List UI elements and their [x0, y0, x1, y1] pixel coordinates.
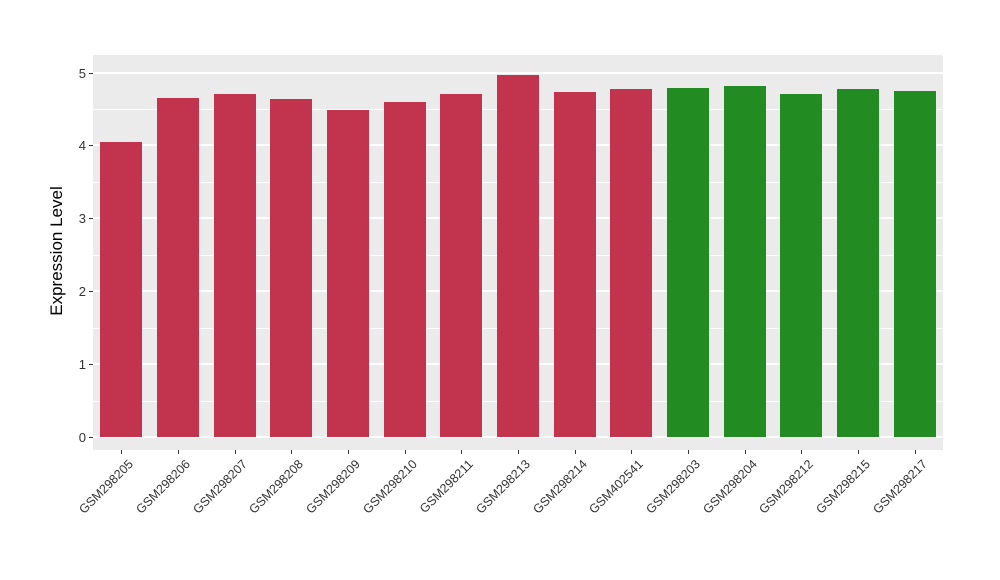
bar-GSM298205 — [100, 141, 143, 437]
x-tick-GSM298207 — [234, 450, 236, 454]
bar-slot — [546, 92, 603, 437]
y-tick-label-1: 1 — [78, 357, 86, 373]
y-tick-1 — [89, 364, 93, 366]
bar-GSM298206 — [157, 98, 199, 437]
bar-GSM298213 — [497, 74, 540, 437]
y-tick-2 — [89, 291, 93, 293]
bar-slot — [716, 86, 773, 437]
bar-GSM298203 — [667, 87, 710, 437]
bar-GSM402541 — [610, 89, 653, 437]
plot-panel — [93, 55, 943, 450]
bar-GSM298214 — [553, 92, 596, 437]
x-tick-GSM298213 — [518, 450, 519, 454]
bar-slot — [886, 91, 943, 437]
x-tick-label-GSM298205: GSM298205 — [76, 457, 137, 517]
x-tick-GSM298209 — [348, 450, 349, 454]
y-tick-label-4: 4 — [78, 138, 86, 154]
bar-slot — [773, 94, 830, 437]
bar-GSM298209 — [327, 109, 370, 437]
bar-GSM298215 — [837, 89, 880, 437]
major-gridline-0 — [93, 436, 943, 438]
x-tick-GSM298212 — [801, 450, 803, 454]
x-tick-GSM298206 — [178, 450, 179, 454]
bar-GSM298204 — [723, 86, 766, 437]
y-axis-title: Expression Level — [47, 186, 66, 316]
bar-slot — [206, 93, 263, 437]
x-tick-GSM298211 — [461, 450, 463, 454]
x-tick-GSM298203 — [688, 450, 689, 454]
y-tick-label-0: 0 — [78, 430, 86, 445]
x-tick-GSM402541 — [631, 450, 633, 454]
bar-slot — [603, 89, 660, 437]
x-tick-GSM298210 — [404, 450, 406, 454]
y-tick-label-2: 2 — [78, 284, 86, 300]
bar-slot — [150, 98, 207, 437]
bar-GSM298208 — [270, 99, 313, 437]
x-tick-GSM298217 — [914, 450, 916, 454]
bar-slot — [490, 74, 547, 437]
bar-GSM298212 — [780, 94, 823, 437]
x-tick-GSM298215 — [858, 450, 859, 454]
bars-container — [93, 74, 943, 437]
bar-GSM298211 — [440, 93, 483, 437]
bar-GSM298207 — [213, 93, 256, 437]
y-tick-0 — [89, 437, 93, 438]
x-tick-GSM298214 — [574, 450, 576, 454]
bar-slot — [376, 102, 433, 437]
y-tick-3 — [89, 218, 93, 220]
major-gridline-5 — [93, 71, 943, 74]
bar-slot — [433, 93, 490, 437]
x-tick-GSM298205 — [121, 450, 123, 454]
y-tick-4 — [89, 145, 93, 147]
bar-slot — [660, 87, 717, 437]
bar-slot — [93, 141, 150, 437]
bar-GSM298217 — [893, 91, 936, 437]
y-tick-5 — [89, 72, 93, 74]
bar-slot — [830, 89, 887, 437]
bar-GSM298210 — [383, 102, 426, 437]
bar-slot — [320, 109, 377, 437]
bar-slot — [263, 99, 320, 437]
y-tick-label-3: 3 — [78, 211, 86, 227]
y-tick-label-5: 5 — [78, 65, 86, 81]
x-tick-GSM298208 — [291, 450, 293, 454]
x-tick-GSM298204 — [744, 450, 746, 454]
